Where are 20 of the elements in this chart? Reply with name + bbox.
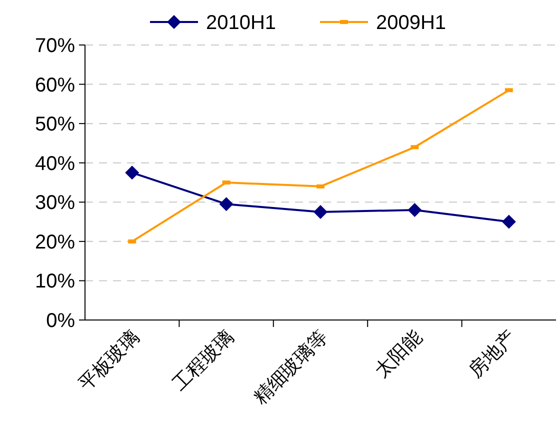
- point: [502, 214, 516, 229]
- y-tick-label: 10%: [34, 270, 76, 293]
- point: [125, 166, 140, 180]
- point: [219, 197, 234, 212]
- x-tick-label: 平板玻璃: [74, 326, 144, 396]
- y-tick-label: 60%: [34, 74, 76, 96]
- point: [408, 203, 422, 217]
- y-tick-label: 30%: [34, 192, 76, 214]
- x-tick-label: 精细玻璃等: [249, 326, 332, 409]
- y-tick-label: 50%: [34, 114, 76, 136]
- legend-label: 2010H1: [206, 12, 276, 34]
- legend-label: 2009H1: [376, 12, 446, 34]
- x-tick-label: 房地产: [464, 326, 520, 382]
- x-tick-label: 太阳能: [370, 326, 426, 382]
- y-tick-label: 0%: [46, 310, 76, 332]
- y-tick-label: 40%: [34, 152, 76, 175]
- point: [314, 204, 328, 219]
- y-tick-label: 20%: [34, 231, 76, 254]
- x-tick-label: 工程玻璃: [168, 326, 238, 396]
- y-tick-label: 70%: [34, 35, 76, 57]
